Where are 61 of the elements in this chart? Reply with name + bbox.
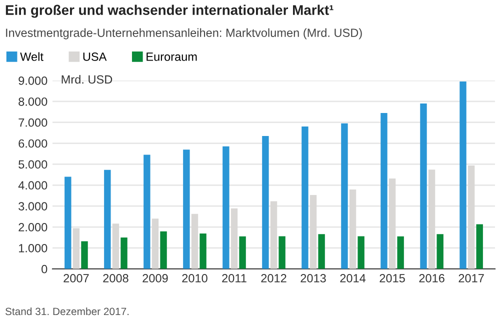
chart-subtitle: Investmentgrade-Unternehmensanleihen: Marktvolumen (Mrd. USD) — [6, 28, 362, 40]
y-tick-label: 0 — [42, 264, 48, 274]
bar — [81, 241, 88, 269]
x-tick-label: 2016 — [419, 274, 444, 282]
bar — [230, 208, 238, 269]
y-tick-label: 1.000 — [19, 244, 48, 252]
y-tick-label: 7.000 — [18, 118, 48, 127]
legend-label: Welt — [20, 52, 44, 61]
y-tick-label: 2.000 — [18, 223, 48, 232]
x-tick-label: 2015 — [380, 274, 405, 282]
bar — [200, 234, 206, 269]
bar — [468, 165, 475, 269]
bar — [397, 236, 404, 269]
bar — [72, 228, 80, 269]
bar — [476, 224, 483, 269]
bar — [341, 123, 348, 269]
legend-label: Euroraum — [146, 52, 197, 61]
y-tick-label: 8.000 — [18, 97, 48, 106]
y-tick-label: 6.000 — [18, 139, 48, 148]
x-tick-label: 2013 — [300, 274, 326, 282]
bar — [183, 150, 190, 269]
x-tick-label: 2014 — [340, 274, 366, 282]
bar — [104, 170, 111, 269]
bar — [112, 224, 120, 269]
y-tick-label: 3.000 — [18, 202, 48, 210]
bar — [428, 170, 436, 269]
bar — [120, 237, 128, 269]
bar — [310, 194, 317, 269]
bar — [302, 126, 308, 269]
bar — [64, 176, 72, 269]
bar — [436, 234, 444, 269]
bar — [388, 178, 396, 269]
bar — [144, 154, 150, 269]
x-tick-label: 2007 — [64, 274, 89, 282]
bar — [270, 201, 278, 269]
bar — [152, 218, 159, 269]
bar — [160, 231, 167, 269]
y-tick-label: 5.000 — [18, 160, 48, 169]
bar — [239, 236, 246, 269]
legend-label: USA — [83, 52, 107, 61]
bar — [349, 190, 356, 269]
text: Stand 31. Dezember 2017. — [5, 307, 129, 316]
x-tick-label: 2011 — [222, 274, 246, 282]
y-tick-label: 9.000 — [18, 76, 48, 85]
bar — [380, 112, 388, 269]
bar — [222, 146, 230, 269]
bar — [420, 104, 427, 269]
x-tick-label: 2017 — [458, 274, 484, 282]
chart-title: Ein großer und wachsender internationaler Markt¹ — [6, 4, 334, 18]
bar — [278, 236, 286, 269]
y-axis-title: Mrd. USD — [62, 75, 112, 84]
x-tick-label: 2008 — [103, 274, 128, 282]
bar — [358, 236, 364, 269]
bar — [318, 234, 325, 269]
x-tick-label: 2010 — [182, 274, 208, 282]
bar — [460, 82, 466, 269]
bar — [191, 214, 198, 269]
x-tick-label: 2009 — [142, 274, 168, 282]
x-tick-label: 2012 — [261, 274, 286, 282]
y-tick-label: 4.000 — [18, 181, 48, 190]
bar — [262, 136, 269, 269]
